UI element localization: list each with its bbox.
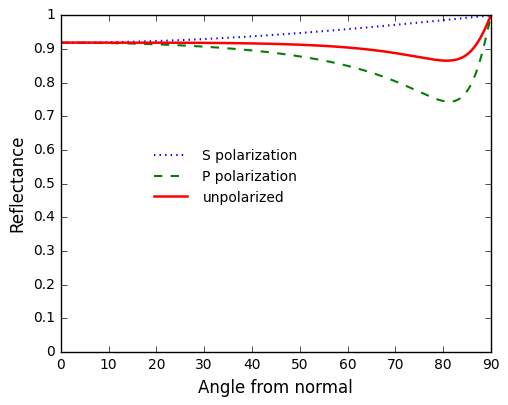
S polarization — [396, 22, 402, 27]
unpolarized — [443, 58, 450, 63]
unpolarized — [475, 38, 482, 43]
S polarization — [267, 33, 273, 38]
unpolarized — [396, 51, 402, 56]
Line: unpolarized: unpolarized — [61, 15, 491, 61]
S polarization — [475, 14, 482, 19]
S polarization — [58, 40, 64, 45]
unpolarized — [80, 40, 86, 45]
Line: P polarization: P polarization — [61, 15, 491, 102]
unpolarized — [256, 41, 262, 46]
P polarization — [58, 40, 64, 45]
P polarization — [80, 40, 86, 45]
X-axis label: Angle from normal: Angle from normal — [199, 379, 353, 396]
S polarization — [488, 13, 494, 18]
P polarization — [267, 50, 273, 55]
P polarization — [396, 81, 402, 85]
P polarization — [488, 13, 494, 18]
S polarization — [80, 40, 86, 45]
Line: S polarization: S polarization — [61, 15, 491, 43]
unpolarized — [488, 13, 494, 18]
Legend: S polarization, P polarization, unpolarized: S polarization, P polarization, unpolari… — [144, 143, 303, 211]
unpolarized — [475, 39, 482, 44]
P polarization — [475, 63, 482, 68]
P polarization — [475, 64, 482, 68]
unpolarized — [58, 40, 64, 45]
P polarization — [256, 49, 262, 53]
Y-axis label: Reflectance: Reflectance — [8, 135, 26, 232]
unpolarized — [267, 41, 273, 46]
S polarization — [475, 14, 481, 19]
S polarization — [256, 34, 262, 38]
P polarization — [447, 99, 453, 104]
